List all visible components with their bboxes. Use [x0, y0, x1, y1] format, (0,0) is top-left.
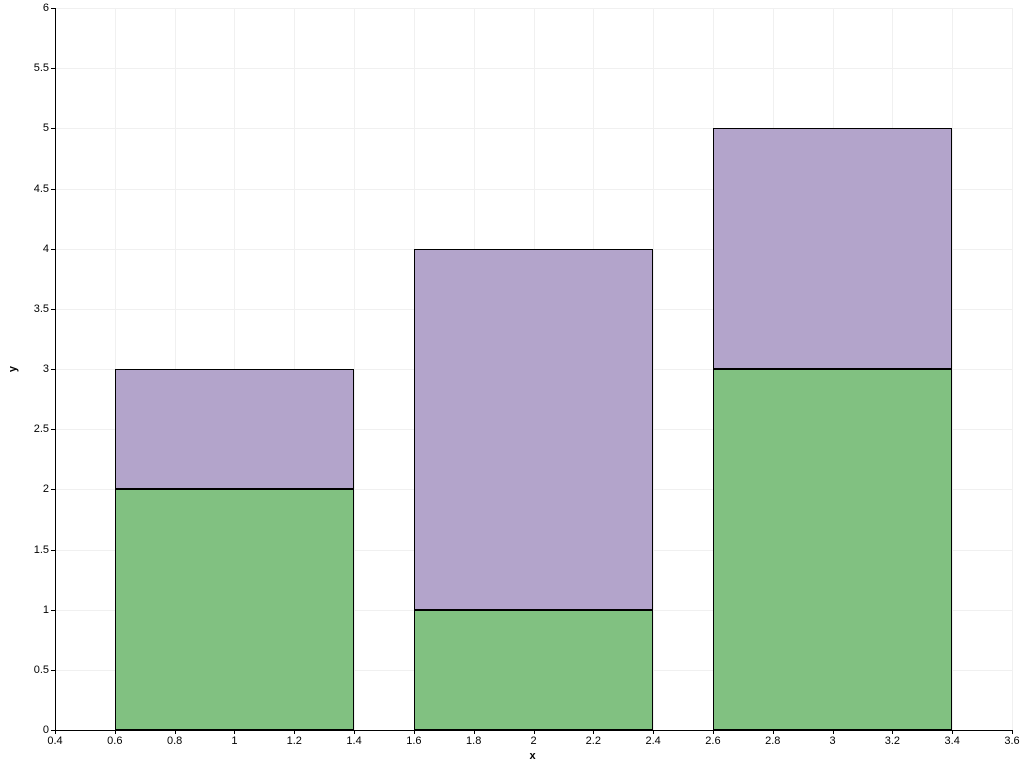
x-tick-label: 1.2 — [287, 735, 302, 747]
y-tick-label: 4.5 — [27, 183, 49, 195]
bar-series-a — [713, 369, 952, 730]
x-tick-mark — [1012, 730, 1013, 734]
x-tick-label: 2.6 — [705, 735, 720, 747]
y-tick-label: 6 — [27, 2, 49, 14]
x-tick-label: 3.2 — [885, 735, 900, 747]
y-tick-label: 3 — [27, 363, 49, 375]
y-tick-label: 2 — [27, 483, 49, 495]
x-axis-title: x — [530, 750, 536, 762]
y-tick-label: 1.5 — [27, 544, 49, 556]
y-tick-label: 5 — [27, 122, 49, 134]
gridline-v — [1012, 8, 1013, 730]
x-tick-label: 1.6 — [406, 735, 421, 747]
y-axis-line — [55, 8, 56, 730]
x-axis-line — [55, 730, 1012, 731]
x-tick-label: 0.6 — [107, 735, 122, 747]
y-tick-label: 0 — [27, 724, 49, 736]
x-tick-label: 3 — [830, 735, 836, 747]
y-tick-label: 4 — [27, 243, 49, 255]
x-tick-label: 2.4 — [645, 735, 660, 747]
bar-series-a — [115, 489, 354, 730]
x-tick-label: 1 — [231, 735, 237, 747]
x-tick-label: 3.4 — [945, 735, 960, 747]
x-tick-label: 2.2 — [586, 735, 601, 747]
y-tick-label: 2.5 — [27, 423, 49, 435]
y-tick-label: 0.5 — [27, 664, 49, 676]
y-tick-label: 1 — [27, 604, 49, 616]
x-tick-label: 1.4 — [346, 735, 361, 747]
x-tick-label: 2 — [530, 735, 536, 747]
bar-series-b — [713, 128, 952, 369]
x-tick-label: 0.4 — [47, 735, 62, 747]
bar-series-b — [414, 249, 653, 610]
x-tick-label: 1.8 — [466, 735, 481, 747]
plot-area — [55, 8, 1012, 730]
x-tick-label: 2.8 — [765, 735, 780, 747]
y-tick-label: 3.5 — [27, 303, 49, 315]
x-tick-label: 3.6 — [1004, 735, 1019, 747]
bar-series-b — [115, 369, 354, 489]
gridline-h — [55, 8, 1012, 9]
y-tick-label: 5.5 — [27, 62, 49, 74]
bar-series-a — [414, 610, 653, 730]
bar-chart: x y 0.4 0.6 0.8 1 1.2 1.4 1.6 1.8 2 2.2 2.4 2.6 2.8 3… — [0, 0, 1024, 768]
gridline-h — [55, 68, 1012, 69]
x-tick-label: 0.8 — [167, 735, 182, 747]
y-axis-title: y — [7, 366, 19, 372]
